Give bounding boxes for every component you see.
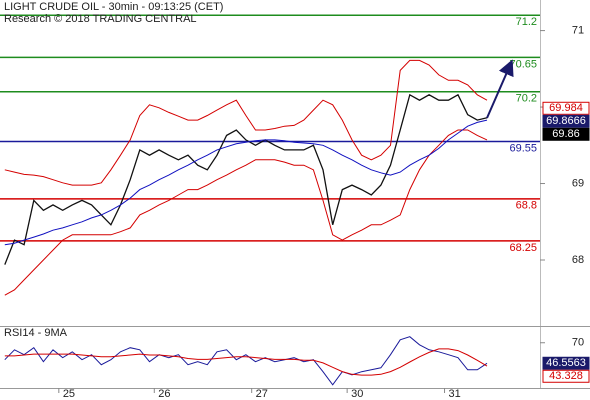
level-label: 70.65 xyxy=(509,58,537,70)
value-marker xyxy=(542,127,590,141)
series-line xyxy=(4,119,488,246)
plot-layer: 68 69 70 71 71.2 70.65 70.2 69.55 68.8 68.25 69.98… xyxy=(0,14,590,400)
level-label: 68.8 xyxy=(516,200,537,212)
x-tick-label: 25 xyxy=(63,388,75,400)
x-tick-label: 27 xyxy=(256,388,268,400)
level-label: 71.2 xyxy=(516,16,537,28)
value-marker xyxy=(542,101,590,115)
value-marker xyxy=(542,114,590,128)
series-line xyxy=(4,348,488,376)
value-marker xyxy=(542,356,590,370)
series-line xyxy=(4,336,488,386)
level-label: 69.55 xyxy=(509,142,537,154)
projection-arrow xyxy=(486,59,514,119)
y-tick-label: 70 xyxy=(572,337,584,349)
value-marker xyxy=(542,369,590,383)
value-marker-label: 46.5563 xyxy=(546,357,586,369)
x-tick-label: 31 xyxy=(449,388,461,400)
y-tick-label: 68 xyxy=(572,254,584,266)
y-tick-label: 71 xyxy=(572,24,584,36)
value-marker-label: 69.984 xyxy=(549,102,583,114)
x-tick-label: 26 xyxy=(158,388,170,400)
value-marker-label: 43.328 xyxy=(549,370,583,382)
x-tick-label: 30 xyxy=(351,388,363,400)
level-label: 70.2 xyxy=(516,93,537,105)
value-marker-label: 69.86 xyxy=(552,128,580,140)
level-label: 68.25 xyxy=(509,242,537,254)
series-line xyxy=(4,59,488,186)
chart-subtitle: Research © 2018 TRADING CENTRAL xyxy=(4,13,197,25)
series-line xyxy=(4,93,488,265)
value-marker-label: 69.8666 xyxy=(546,115,586,127)
panel-title: RSI14 - 9MA xyxy=(4,327,68,339)
y-tick-label: 69 xyxy=(572,177,584,189)
series-line xyxy=(4,129,488,296)
chart-title: LIGHT CRUDE OIL - 30min - 09:13:25 (CET) xyxy=(4,1,223,13)
